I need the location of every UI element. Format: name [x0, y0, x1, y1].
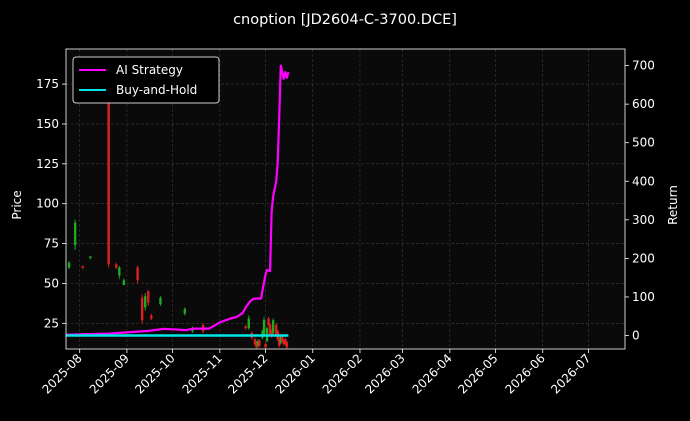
axes — [65, 48, 626, 350]
candle-body — [247, 318, 250, 329]
candle-body — [253, 339, 257, 345]
y2-axis-label: Return — [666, 185, 680, 225]
series-lines — [65, 64, 290, 337]
y-tick-label: 125 — [36, 157, 59, 171]
candle-body — [284, 339, 287, 345]
y-tick-label: 50 — [44, 276, 59, 290]
legend-label-ai-strategy: AI Strategy — [116, 63, 183, 77]
candle-body — [89, 256, 92, 258]
candle-body — [279, 336, 282, 343]
plot-frame — [65, 48, 626, 350]
candle-body — [136, 267, 139, 281]
y2-tick-label: 100 — [632, 290, 655, 304]
candle-body — [140, 297, 144, 321]
y2-tick-label: 400 — [632, 174, 655, 188]
candle-body — [264, 344, 267, 348]
candle-body — [262, 320, 266, 335]
candle-body — [255, 342, 258, 348]
y2-tick-label: 500 — [632, 136, 655, 150]
candle-body — [118, 267, 121, 276]
candle-body — [244, 326, 247, 329]
y2-tick-label: 300 — [632, 213, 655, 227]
candle-body — [267, 318, 270, 325]
candle-body — [159, 297, 162, 305]
y2-tick-label: 600 — [632, 97, 655, 111]
candle-body — [281, 336, 284, 341]
right-axis-ticks: 0 100 200 300 400 500 600 700 — [625, 59, 655, 343]
candle-body — [274, 324, 278, 335]
y-tick-label: 150 — [36, 117, 59, 131]
candle-body — [285, 342, 289, 348]
candle-body — [122, 280, 126, 286]
candle-body — [115, 264, 118, 268]
candle-body — [73, 222, 77, 246]
candle-body — [107, 84, 110, 265]
y-tick-label: 75 — [44, 237, 59, 251]
candle-body — [147, 291, 150, 303]
series-line-ai-strategy — [65, 64, 290, 336]
y-tick-label: 25 — [44, 316, 59, 330]
y-tick-label: 175 — [36, 77, 59, 91]
candle-body — [150, 315, 153, 319]
chart-title: cnoption [JD2604-C-3700.DCE] — [233, 12, 457, 28]
candle-body — [278, 339, 281, 346]
y-tick-label: 100 — [36, 197, 59, 211]
y2-tick-label: 0 — [632, 329, 640, 343]
candle-body — [256, 340, 260, 346]
candle-body — [268, 324, 272, 335]
left-axis-ticks: 25 50 75 100 125 150 175 — [36, 77, 66, 330]
y-axis-label: Price — [10, 190, 24, 219]
grid — [66, 49, 625, 349]
candle-body — [67, 262, 71, 268]
candle-body — [271, 320, 275, 333]
candle-body — [282, 340, 286, 345]
y2-tick-label: 700 — [632, 59, 655, 73]
legend-label-buy-and-hold: Buy-and-Hold — [116, 83, 197, 97]
candle-body — [270, 331, 273, 337]
candle-body — [258, 340, 261, 346]
candle-body — [144, 296, 147, 308]
candle-body — [81, 265, 84, 268]
legend: AI Strategy Buy-and-Hold — [72, 56, 220, 104]
candle-body — [183, 308, 187, 314]
legend-box — [72, 56, 220, 104]
y2-tick-label: 200 — [632, 251, 655, 265]
